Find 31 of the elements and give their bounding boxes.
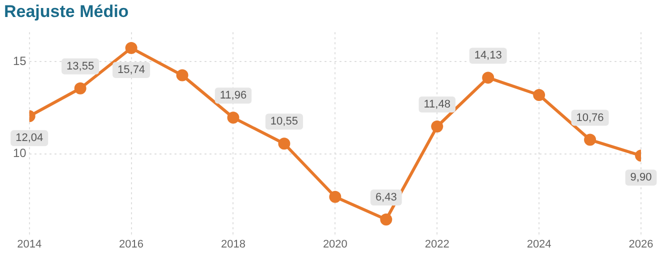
data-label: 13,55 bbox=[66, 60, 94, 72]
x-tick-label: 2018 bbox=[220, 238, 246, 250]
data-label: 15,74 bbox=[118, 64, 146, 76]
data-label: 6,43 bbox=[375, 192, 397, 204]
point bbox=[176, 69, 188, 82]
point bbox=[74, 82, 86, 94]
chart-title: Reajuste Médio bbox=[4, 2, 129, 22]
point bbox=[482, 72, 494, 84]
x-tick-label: 2026 bbox=[628, 238, 654, 250]
point bbox=[584, 134, 596, 146]
data-label: 11,96 bbox=[220, 90, 247, 102]
x-tick-label: 2024 bbox=[526, 238, 552, 250]
data-label: 10,55 bbox=[270, 116, 298, 128]
point bbox=[380, 214, 392, 226]
point bbox=[329, 190, 342, 203]
x-tick-label: 2016 bbox=[119, 238, 144, 250]
point bbox=[227, 112, 240, 124]
x-tick-label: 2020 bbox=[322, 238, 348, 250]
x-tick-label: 2022 bbox=[424, 238, 450, 250]
point bbox=[431, 120, 444, 132]
point bbox=[533, 89, 546, 102]
y-tick-label: 15 bbox=[12, 54, 27, 68]
data-label: 12,04 bbox=[16, 132, 44, 144]
x-tick-label: 2014 bbox=[17, 238, 42, 250]
data-label: 10,76 bbox=[576, 112, 604, 124]
data-label: 11,48 bbox=[424, 98, 450, 111]
point bbox=[125, 42, 138, 54]
data-label: 14,13 bbox=[474, 50, 502, 62]
point bbox=[278, 138, 290, 150]
data-label: 9,90 bbox=[630, 172, 652, 184]
y-tick-label: 10 bbox=[12, 146, 27, 160]
